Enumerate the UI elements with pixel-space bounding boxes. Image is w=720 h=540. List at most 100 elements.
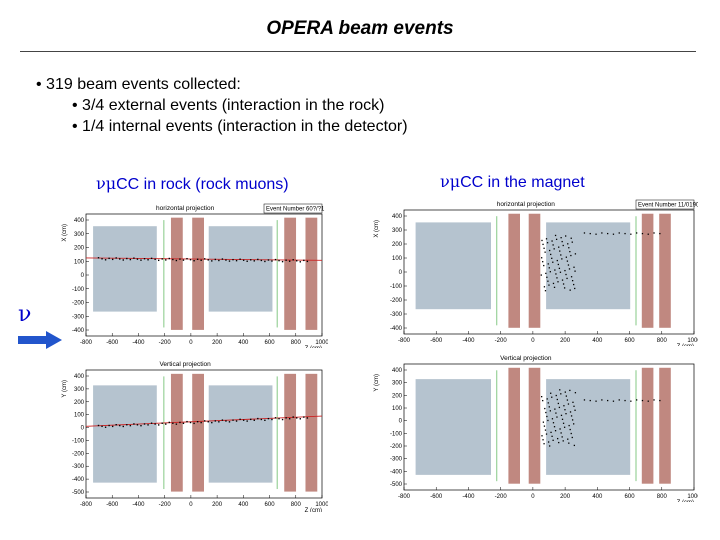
hit	[565, 235, 567, 237]
hit	[186, 257, 188, 260]
hit	[545, 433, 548, 435]
x-tick-label: 800	[657, 494, 668, 500]
hit	[595, 233, 597, 235]
hit	[564, 391, 566, 393]
hit	[653, 399, 655, 401]
x-axis-unit: Z (cm)	[677, 344, 694, 346]
hit	[571, 279, 574, 282]
y-tick-label: 300	[74, 232, 85, 238]
x-tick-label: 200	[212, 502, 223, 508]
hit	[214, 258, 217, 261]
hit	[559, 389, 561, 391]
hit	[563, 405, 565, 407]
bullet-item: • 319 beam events collected:	[36, 76, 241, 93]
x-tick-label: 1000	[315, 340, 328, 346]
hit	[175, 259, 178, 262]
x-tick-label: 1000	[687, 494, 698, 500]
hit	[553, 426, 556, 428]
hit	[554, 269, 556, 271]
x-tick-label: 600	[265, 340, 276, 346]
hit	[551, 240, 553, 242]
target-module	[546, 379, 631, 475]
x-tick-label: -200	[495, 338, 508, 344]
hit	[545, 272, 547, 275]
hit	[557, 263, 559, 266]
hit	[115, 424, 117, 426]
hit	[119, 424, 121, 427]
hit	[548, 284, 550, 286]
hit	[154, 423, 156, 425]
hit	[221, 419, 224, 421]
hit	[570, 415, 573, 417]
hit	[126, 424, 128, 426]
hit	[558, 441, 560, 444]
hit	[562, 422, 565, 424]
hit	[612, 400, 615, 402]
hit	[271, 418, 273, 421]
hit	[253, 260, 255, 262]
hit	[560, 254, 562, 256]
hit	[235, 420, 238, 422]
hit	[555, 273, 557, 275]
hit	[196, 420, 199, 423]
hit	[566, 277, 568, 280]
hit	[257, 258, 259, 261]
x-tick-label: -600	[430, 494, 443, 500]
hit	[196, 258, 199, 260]
hit	[561, 418, 564, 420]
hit	[557, 437, 559, 440]
hit	[570, 237, 572, 239]
hit	[540, 274, 542, 276]
hit	[570, 432, 572, 435]
hit	[542, 261, 544, 263]
x-tick-label: 0	[189, 502, 193, 508]
y-tick-label: 300	[392, 228, 403, 234]
target-module	[93, 226, 157, 312]
hit	[551, 418, 554, 420]
hit	[540, 396, 543, 398]
bullet-item: • 1/4 internal events (interaction in th…	[72, 118, 408, 135]
y-tick-label: -300	[390, 312, 403, 318]
y-tick-label: -200	[390, 444, 403, 450]
y-tick-label: 200	[392, 242, 403, 248]
hit	[563, 287, 566, 289]
hit	[129, 424, 132, 427]
hit	[143, 258, 146, 260]
hit	[561, 240, 563, 243]
hit	[136, 424, 139, 426]
hit	[548, 406, 550, 408]
hit	[563, 426, 566, 428]
hit	[303, 259, 305, 262]
x-tick-label: -800	[80, 502, 93, 508]
hit	[559, 250, 561, 252]
y-tick-label: -100	[72, 438, 85, 444]
hit	[246, 260, 248, 262]
hit	[104, 259, 107, 261]
hit	[554, 408, 556, 410]
hit	[566, 260, 569, 262]
hit	[569, 389, 571, 392]
target-module	[208, 385, 273, 483]
y-axis-label: Y (cm)	[374, 374, 380, 392]
hit	[179, 258, 181, 260]
y-tick-label: 100	[74, 259, 85, 265]
hit	[547, 280, 549, 282]
slide-title: OPERA beam events	[266, 18, 454, 39]
hit	[257, 417, 259, 420]
hit	[557, 402, 559, 405]
hit	[111, 425, 114, 428]
hit	[306, 260, 309, 263]
event-display-right-horizontal: horizontal projection Event Number 11/019…	[370, 196, 698, 346]
x-axis-unit: Z (cm)	[305, 508, 322, 512]
hit	[548, 267, 550, 269]
hit	[583, 232, 586, 234]
x-tick-label: 600	[625, 494, 636, 500]
magnet-slab	[528, 213, 541, 328]
hit	[101, 425, 103, 428]
y-tick-label: 300	[392, 381, 403, 387]
hit	[250, 259, 252, 261]
hit	[172, 422, 174, 424]
hit	[560, 432, 562, 434]
y-tick-label: -200	[390, 298, 403, 304]
